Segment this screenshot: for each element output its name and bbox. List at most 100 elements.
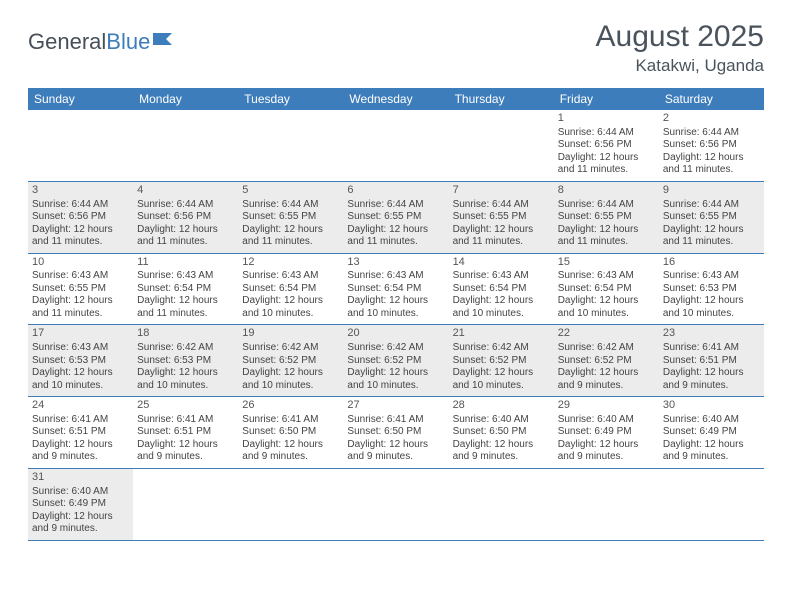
sunset-text: Sunset: 6:51 PM [663, 355, 760, 368]
title-block: August 2025 Katakwi, Uganda [596, 20, 764, 76]
day-number: 17 [32, 327, 129, 341]
month-title: August 2025 [596, 20, 764, 54]
week-row: 3Sunrise: 6:44 AMSunset: 6:56 PMDaylight… [28, 182, 764, 254]
daylight2-text: and 9 minutes. [453, 451, 550, 464]
sunrise-text: Sunrise: 6:42 AM [453, 342, 550, 355]
daylight2-text: and 10 minutes. [32, 380, 129, 393]
sunrise-text: Sunrise: 6:42 AM [347, 342, 444, 355]
daylight2-text: and 11 minutes. [32, 236, 129, 249]
day-number: 1 [558, 112, 655, 126]
daylight2-text: and 10 minutes. [663, 308, 760, 321]
calendar-page: GeneralBlue August 2025 Katakwi, Uganda … [0, 0, 792, 561]
sunrise-text: Sunrise: 6:41 AM [242, 414, 339, 427]
daylight2-text: and 10 minutes. [242, 308, 339, 321]
sunrise-text: Sunrise: 6:41 AM [137, 414, 234, 427]
sunrise-text: Sunrise: 6:40 AM [453, 414, 550, 427]
day-number: 20 [347, 327, 444, 341]
sunrise-text: Sunrise: 6:43 AM [453, 270, 550, 283]
daylight2-text: and 9 minutes. [242, 451, 339, 464]
day-number: 8 [558, 184, 655, 198]
flag-icon [152, 26, 174, 52]
day-number: 13 [347, 256, 444, 270]
day-cell [238, 110, 343, 181]
logo-text-blue: Blue [106, 29, 150, 55]
sunrise-text: Sunrise: 6:43 AM [32, 270, 129, 283]
header: GeneralBlue August 2025 Katakwi, Uganda [28, 20, 764, 76]
sunset-text: Sunset: 6:51 PM [137, 426, 234, 439]
daylight1-text: Daylight: 12 hours [242, 439, 339, 452]
daylight1-text: Daylight: 12 hours [32, 224, 129, 237]
sunrise-text: Sunrise: 6:40 AM [663, 414, 760, 427]
daylight2-text: and 11 minutes. [137, 236, 234, 249]
daylight2-text: and 9 minutes. [137, 451, 234, 464]
day-number: 7 [453, 184, 550, 198]
day-cell: 21Sunrise: 6:42 AMSunset: 6:52 PMDayligh… [449, 325, 554, 396]
week-row: 31Sunrise: 6:40 AMSunset: 6:49 PMDayligh… [28, 469, 764, 541]
sunrise-text: Sunrise: 6:44 AM [242, 199, 339, 212]
day-header: Thursday [449, 88, 554, 110]
day-cell [449, 110, 554, 181]
sunrise-text: Sunrise: 6:42 AM [558, 342, 655, 355]
weeks-container: 1Sunrise: 6:44 AMSunset: 6:56 PMDaylight… [28, 110, 764, 541]
sunset-text: Sunset: 6:49 PM [663, 426, 760, 439]
day-number: 10 [32, 256, 129, 270]
day-cell: 8Sunrise: 6:44 AMSunset: 6:55 PMDaylight… [554, 182, 659, 253]
daylight2-text: and 9 minutes. [663, 380, 760, 393]
logo-text-general: General [28, 29, 106, 55]
day-number: 18 [137, 327, 234, 341]
day-cell: 27Sunrise: 6:41 AMSunset: 6:50 PMDayligh… [343, 397, 448, 468]
daylight1-text: Daylight: 12 hours [558, 152, 655, 165]
day-header: Saturday [659, 88, 764, 110]
daylight1-text: Daylight: 12 hours [242, 367, 339, 380]
day-cell: 6Sunrise: 6:44 AMSunset: 6:55 PMDaylight… [343, 182, 448, 253]
sunset-text: Sunset: 6:52 PM [453, 355, 550, 368]
daylight1-text: Daylight: 12 hours [558, 224, 655, 237]
sunset-text: Sunset: 6:56 PM [558, 139, 655, 152]
daylight1-text: Daylight: 12 hours [663, 152, 760, 165]
sunset-text: Sunset: 6:54 PM [347, 283, 444, 296]
day-number: 21 [453, 327, 550, 341]
daylight1-text: Daylight: 12 hours [663, 367, 760, 380]
daylight2-text: and 11 minutes. [663, 236, 760, 249]
daylight2-text: and 11 minutes. [453, 236, 550, 249]
sunset-text: Sunset: 6:50 PM [453, 426, 550, 439]
calendar: SundayMondayTuesdayWednesdayThursdayFrid… [28, 88, 764, 541]
day-cell: 5Sunrise: 6:44 AMSunset: 6:55 PMDaylight… [238, 182, 343, 253]
sunset-text: Sunset: 6:54 PM [242, 283, 339, 296]
daylight1-text: Daylight: 12 hours [453, 295, 550, 308]
sunrise-text: Sunrise: 6:43 AM [137, 270, 234, 283]
day-number: 26 [242, 399, 339, 413]
daylight1-text: Daylight: 12 hours [347, 295, 444, 308]
sunset-text: Sunset: 6:55 PM [453, 211, 550, 224]
day-number: 2 [663, 112, 760, 126]
week-row: 10Sunrise: 6:43 AMSunset: 6:55 PMDayligh… [28, 254, 764, 326]
sunrise-text: Sunrise: 6:41 AM [32, 414, 129, 427]
day-cell: 23Sunrise: 6:41 AMSunset: 6:51 PMDayligh… [659, 325, 764, 396]
sunrise-text: Sunrise: 6:44 AM [32, 199, 129, 212]
day-cell: 16Sunrise: 6:43 AMSunset: 6:53 PMDayligh… [659, 254, 764, 325]
day-cell: 25Sunrise: 6:41 AMSunset: 6:51 PMDayligh… [133, 397, 238, 468]
location: Katakwi, Uganda [596, 56, 764, 76]
sunrise-text: Sunrise: 6:43 AM [558, 270, 655, 283]
daylight2-text: and 10 minutes. [453, 308, 550, 321]
day-number: 15 [558, 256, 655, 270]
daylight1-text: Daylight: 12 hours [663, 439, 760, 452]
daylight2-text: and 11 minutes. [32, 308, 129, 321]
daylight2-text: and 11 minutes. [242, 236, 339, 249]
sunrise-text: Sunrise: 6:44 AM [453, 199, 550, 212]
day-number: 24 [32, 399, 129, 413]
day-cell: 10Sunrise: 6:43 AMSunset: 6:55 PMDayligh… [28, 254, 133, 325]
daylight2-text: and 11 minutes. [558, 236, 655, 249]
day-cell: 24Sunrise: 6:41 AMSunset: 6:51 PMDayligh… [28, 397, 133, 468]
day-cell: 14Sunrise: 6:43 AMSunset: 6:54 PMDayligh… [449, 254, 554, 325]
day-number: 31 [32, 471, 129, 485]
daylight1-text: Daylight: 12 hours [32, 367, 129, 380]
daylight2-text: and 10 minutes. [347, 380, 444, 393]
day-cell [659, 469, 764, 540]
day-cell: 1Sunrise: 6:44 AMSunset: 6:56 PMDaylight… [554, 110, 659, 181]
sunset-text: Sunset: 6:55 PM [32, 283, 129, 296]
sunset-text: Sunset: 6:55 PM [558, 211, 655, 224]
daylight1-text: Daylight: 12 hours [242, 224, 339, 237]
sunrise-text: Sunrise: 6:43 AM [663, 270, 760, 283]
daylight2-text: and 9 minutes. [32, 451, 129, 464]
